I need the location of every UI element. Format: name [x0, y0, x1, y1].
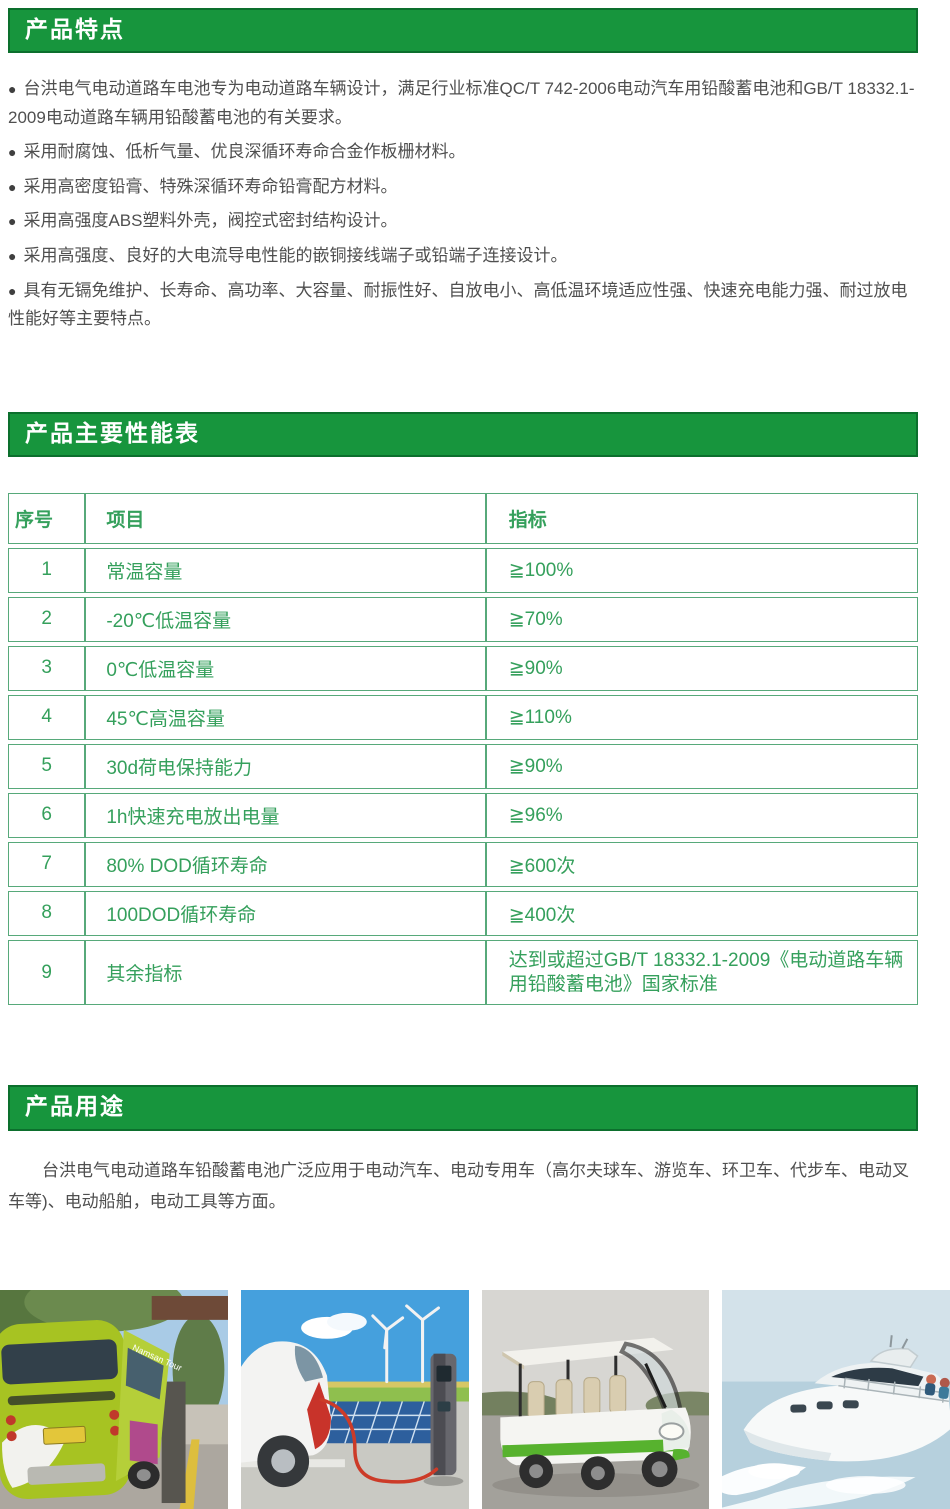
bullet-dot-icon: ●	[8, 248, 17, 265]
column-header-item: 项目	[85, 492, 486, 544]
performance-table: 序号 项目 指标 1 常温容量 ≧100% 2 -20℃低温容量 ≧70% 3	[8, 489, 918, 1010]
column-header-spec: 指标	[485, 492, 918, 544]
ev-charging-photo	[240, 1289, 469, 1509]
table-row: 7 80% DOD循环寿命 ≧600次	[8, 841, 918, 887]
section-title-usage: 产品用途	[25, 1093, 125, 1120]
sightseeing-cart-illustration	[481, 1289, 710, 1509]
feature-bullet: ● 台洪电气电动道路车电池专为电动道路车辆设计，满足行业标准QC/T 742-20…	[8, 79, 915, 127]
section-header-usage: 产品用途	[8, 1085, 918, 1131]
feature-bullet: ● 采用高密度铅膏、特殊深循环寿命铅膏配方材料。	[8, 176, 398, 196]
electric-boat-illustration	[722, 1289, 950, 1509]
electric-bus-photo: Namsan Tour	[0, 1289, 228, 1509]
application-photo-gallery: Namsan Tour	[0, 1289, 950, 1509]
section-header-performance: 产品主要性能表	[8, 411, 918, 457]
feature-bullet: ● 采用高强度、良好的大电流导电性能的嵌铜接线端子或铅端子连接设计。	[8, 246, 568, 266]
feature-bullet: ● 采用耐腐蚀、低析气量、优良深循环寿命合金作板栅材料。	[8, 142, 466, 162]
feature-bullet: ● 具有无镉免维护、长寿命、高功率、大容量、耐振性好、自放电小、高低温环境适应性强…	[8, 280, 908, 329]
table-row: 8 100DOD循环寿命 ≧400次	[8, 890, 918, 936]
table-row: 3 0℃低温容量 ≧90%	[8, 645, 918, 691]
table-row: 1 常温容量 ≧100%	[8, 547, 918, 593]
features-bullet-list: ● 台洪电气电动道路车电池专为电动道路车辆设计，满足行业标准QC/T 742-20…	[8, 75, 918, 333]
usage-paragraph: 台洪电气电动道路车铅酸蓄电池广泛应用于电动汽车、电动专用车（高尔夫球车、游览车、…	[8, 1160, 909, 1212]
section-title-features: 产品特点	[25, 16, 125, 42]
electric-bus-illustration: Namsan Tour	[0, 1289, 228, 1509]
table-header-row: 序号 项目 指标	[8, 492, 918, 544]
bullet-dot-icon: ●	[8, 144, 17, 161]
bullet-dot-icon: ●	[8, 81, 17, 98]
column-header-index: 序号	[8, 492, 86, 544]
bullet-dot-icon: ●	[8, 282, 17, 299]
table-row: 6 1h快速充电放出电量 ≧96%	[8, 792, 918, 838]
table-row: 5 30d荷电保持能力 ≧90%	[8, 743, 918, 789]
bullet-dot-icon: ●	[8, 213, 17, 230]
section-title-performance: 产品主要性能表	[25, 419, 200, 446]
content-area: 产品特点 ● 台洪电气电动道路车电池专为电动道路车辆设计，满足行业标准QC/T 7…	[8, 8, 918, 1212]
ev-charging-illustration	[240, 1289, 469, 1509]
table-row: 9 其余指标 达到或超过GB/T 18332.1-2009《电动道路车辆用铅酸蓄…	[8, 939, 918, 1006]
table-row: 4 45℃高温容量 ≧110%	[8, 694, 918, 740]
table-row: 2 -20℃低温容量 ≧70%	[8, 596, 918, 642]
section-header-features: 产品特点	[8, 8, 918, 54]
electric-boat-photo	[722, 1289, 950, 1509]
bullet-dot-icon: ●	[8, 178, 17, 195]
feature-bullet: ● 采用高强度ABS塑料外壳，阀控式密封结构设计。	[8, 211, 398, 231]
sightseeing-cart-photo	[481, 1289, 710, 1509]
